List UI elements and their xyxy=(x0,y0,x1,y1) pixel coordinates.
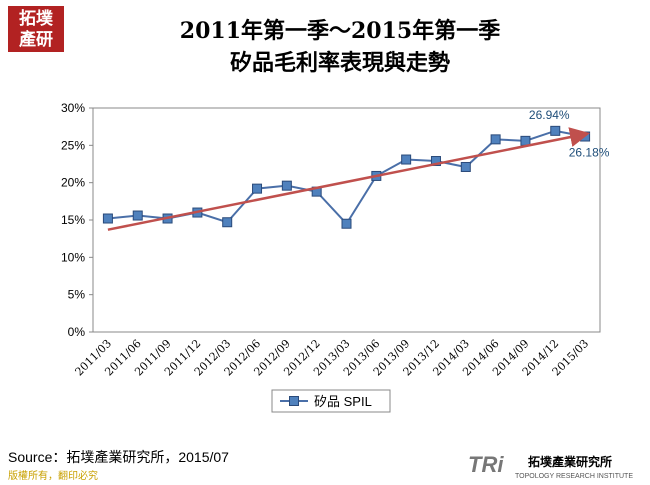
marker xyxy=(520,135,531,146)
logo-text: 產研 xyxy=(19,29,53,49)
series-line xyxy=(107,129,586,226)
y-tick-label: 5% xyxy=(68,288,86,302)
legend-marker xyxy=(289,396,299,406)
marker xyxy=(490,134,501,145)
brand-english: TOPOLOGY RESEARCH INSTITUTE xyxy=(515,473,633,480)
marker xyxy=(222,217,233,228)
marker xyxy=(580,131,591,142)
chart-title: 2011年第一季～2015年第一季 xyxy=(180,18,500,44)
y-tick-label: 20% xyxy=(61,176,85,190)
marker xyxy=(460,161,471,172)
value-label: 26.18% xyxy=(569,146,610,160)
legend-box xyxy=(271,389,391,413)
legend-label: 矽品 SPIL xyxy=(314,394,372,409)
marker xyxy=(341,218,352,229)
marker xyxy=(550,125,561,136)
chart-title: 矽品毛利率表現與走勢 xyxy=(230,50,450,76)
y-tick-label: 15% xyxy=(61,213,85,227)
y-tick-label: 10% xyxy=(61,250,85,264)
marker xyxy=(401,154,412,165)
trend-line xyxy=(107,127,590,231)
marker xyxy=(102,213,113,224)
marker xyxy=(132,210,143,221)
y-tick-label: 25% xyxy=(61,138,85,152)
brand-mark: TRi xyxy=(468,452,504,477)
logo-box xyxy=(8,6,64,52)
y-tick-label: 0% xyxy=(68,325,86,339)
logo-text: 拓墣 xyxy=(19,9,53,28)
source: Source：拓墣產業研究所，2015/07 xyxy=(8,449,229,465)
marker xyxy=(430,156,441,167)
y-tick-label: 30% xyxy=(61,101,85,115)
value-label: 26.94% xyxy=(529,108,570,122)
brand-name: 拓墣產業研究所 xyxy=(528,454,612,469)
marker xyxy=(252,183,263,194)
marker xyxy=(281,180,292,191)
copyright: 版權所有，翻印必究 xyxy=(8,469,98,482)
